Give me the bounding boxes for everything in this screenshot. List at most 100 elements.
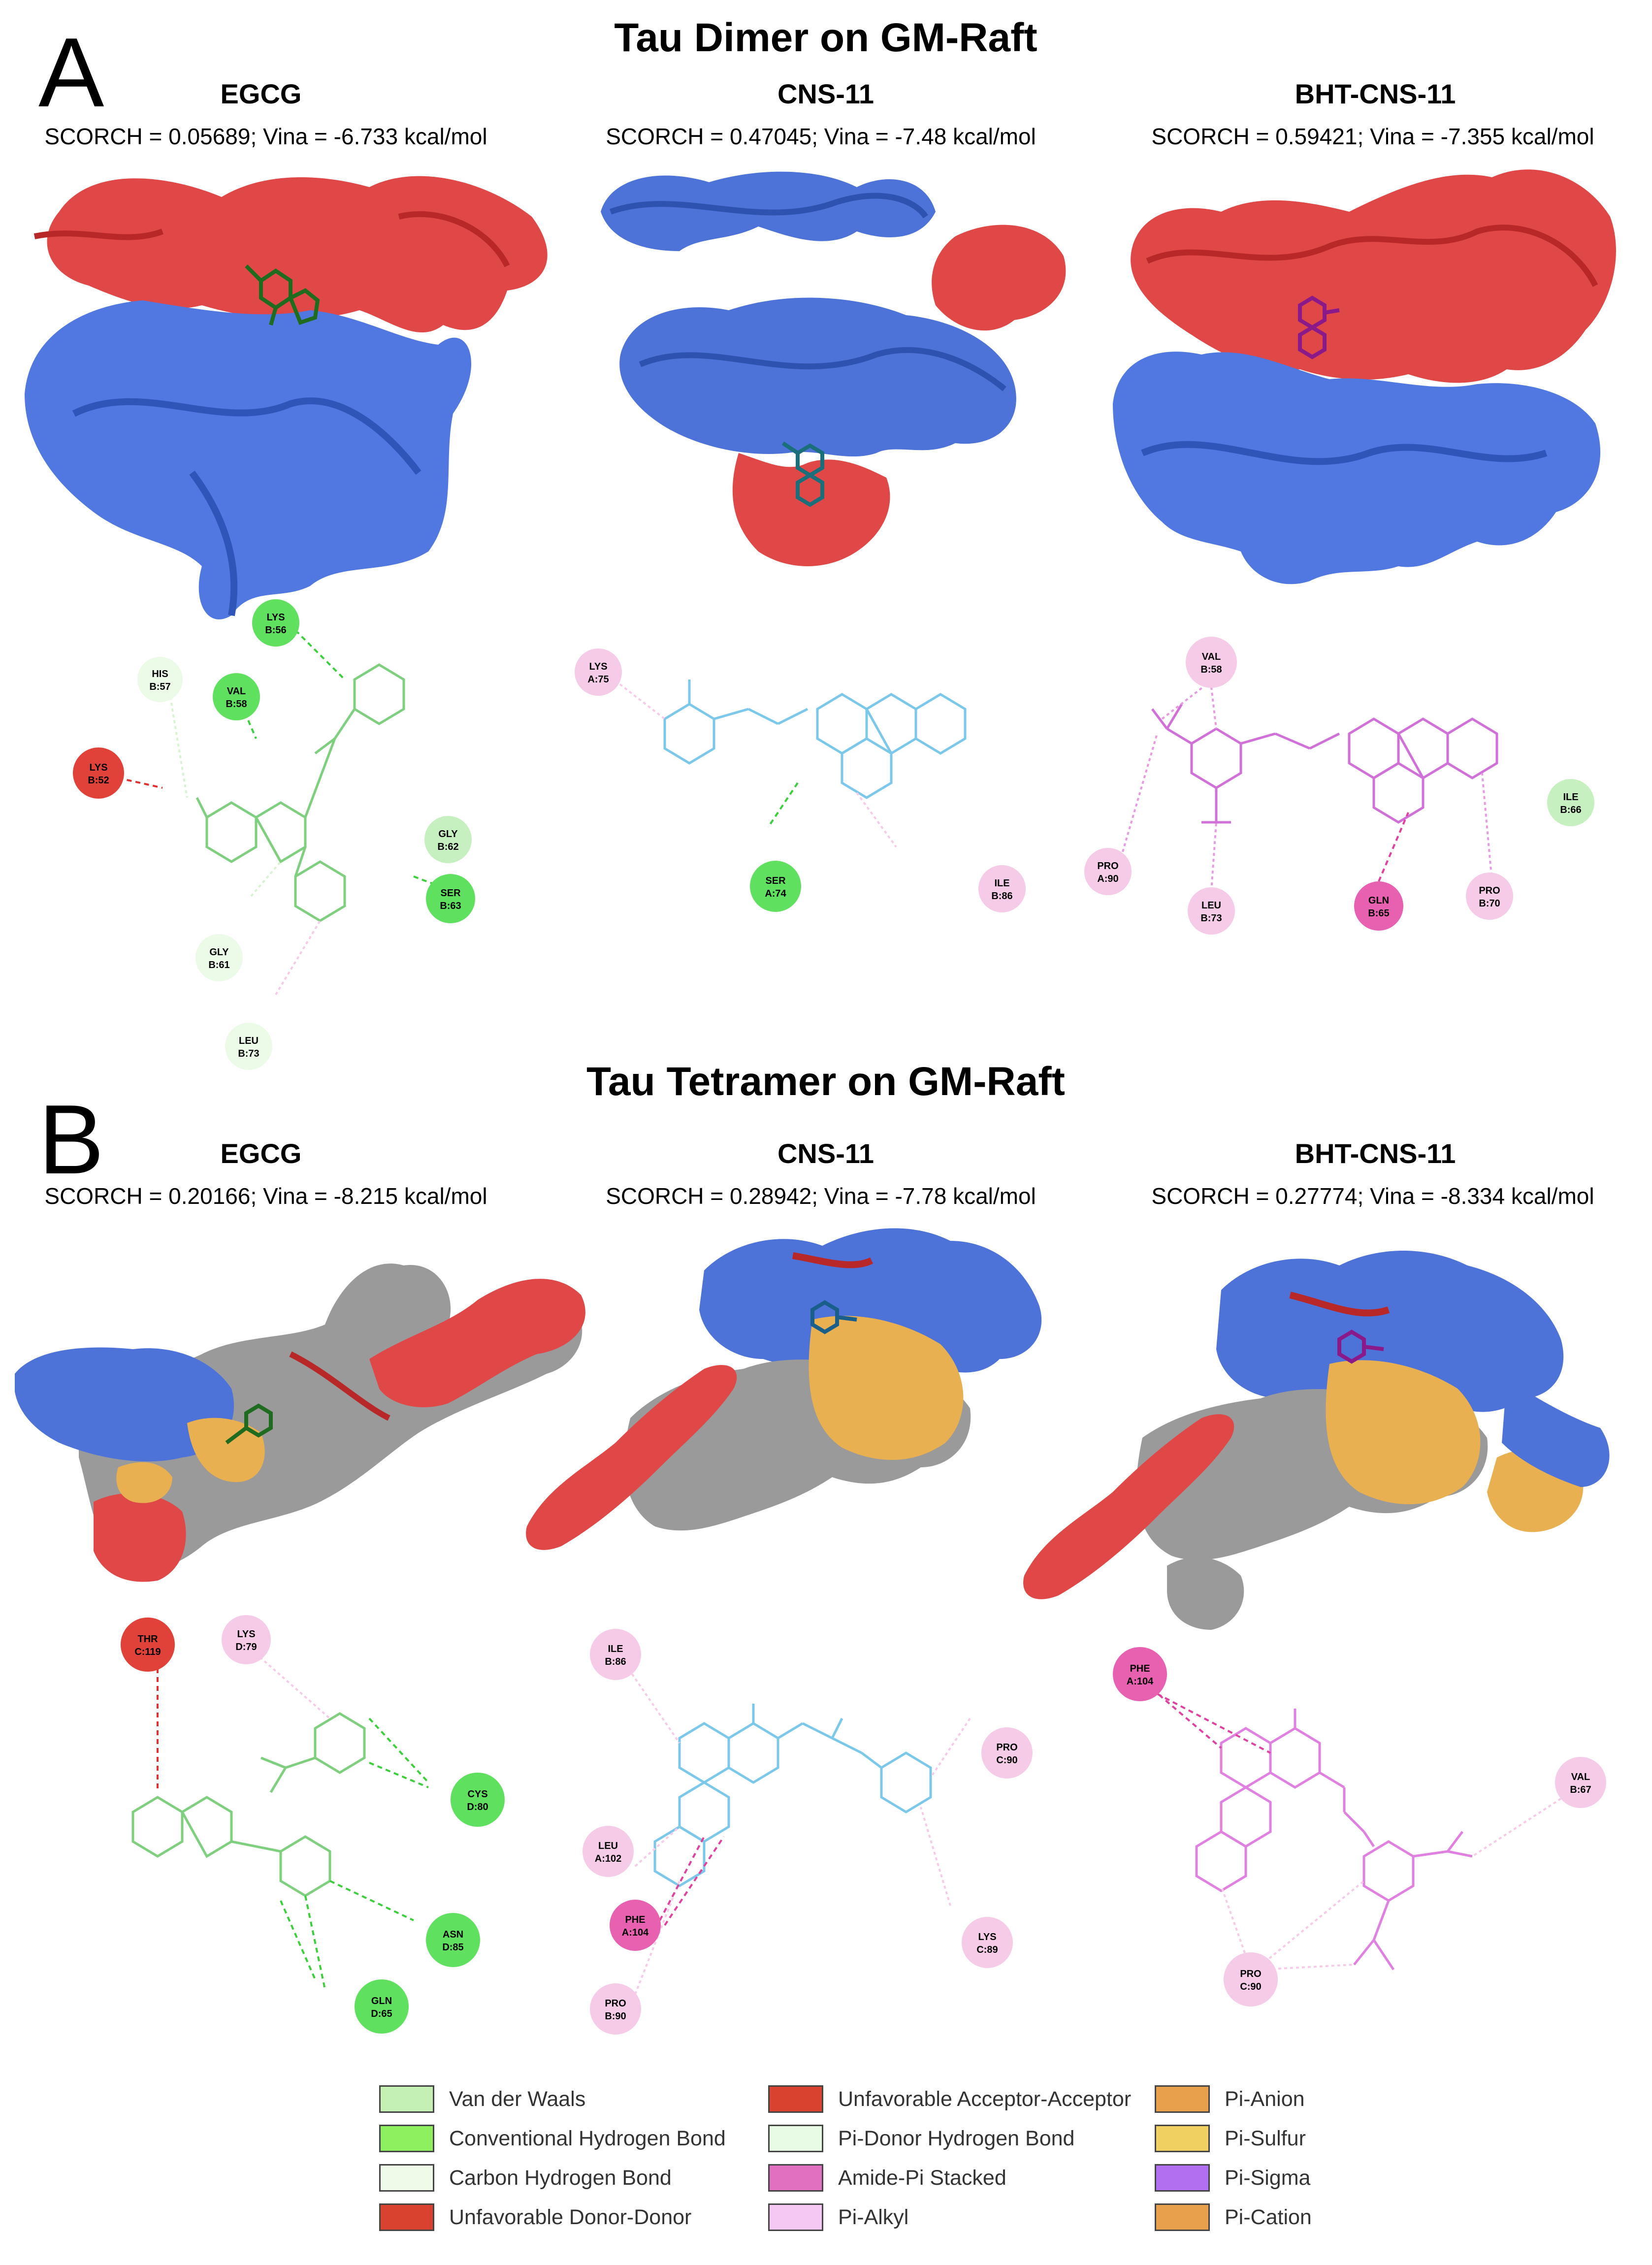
legend-label: Pi-Donor Hydrogen Bond [838,2126,1075,2150]
residue-label: PRO [996,1742,1017,1753]
legend-item: Unfavorable Acceptor-Acceptor [768,2084,1131,2114]
residue-chain: B:58 [1200,664,1222,675]
legend-swatch [379,2085,434,2113]
legend-swatch [768,2164,823,2192]
interaction-legend: Van der Waals Conventional Hydrogen Bond… [379,2084,1610,2246]
residue-chain: B:56 [265,625,286,636]
panel-b-cns11-protein-surface [517,1211,1098,1566]
legend-item: Pi-Alkyl [768,2202,908,2233]
panel-b-egcg-title: EGCG [220,1138,302,1169]
residue-chain: B:86 [991,891,1012,902]
residue-chain: A:75 [587,674,609,685]
residue-chain: B:73 [1200,913,1222,924]
panel-a-bhtcns11-metrics: SCORCH = 0.59421; Vina = -7.355 kcal/mol [1151,124,1594,149]
residue-chain: B:73 [238,1048,259,1059]
panel-b-egcg-protein-surface [15,1226,596,1605]
panel-a-egcg-interaction-diagram: LYS B:56 HIS B:57 VAL B:58 LYS B:52 GLY … [39,591,532,1083]
panel-b-cns11-title: CNS-11 [777,1138,875,1169]
residue-label: VAL [1202,651,1221,662]
residue-label: PRO [605,1998,626,2009]
legend-item: Unfavorable Donor-Donor [379,2202,691,2233]
residue-label: PRO [1097,861,1118,872]
residue-label: SER [440,888,461,899]
residue-label: PRO [1240,1969,1261,1979]
residue-label: GLY [438,829,458,840]
residue-label: THR [137,1634,158,1645]
residue-label: LYS [237,1629,255,1640]
residue-label: LYS [589,661,607,672]
residue-label: LEU [598,1841,618,1851]
legend-swatch [768,2085,823,2113]
legend-label: Pi-Alkyl [838,2205,909,2229]
legend-item: Pi-Cation [1155,2202,1312,2233]
residue-chain: D:65 [371,2008,392,2019]
residue-label: PHE [1130,1663,1150,1674]
residue-chain: B:70 [1479,898,1500,909]
panel-b-bhtcns11-interaction-diagram: PHE A:104 VAL B:67 PRO C:90 [1108,1625,1625,2058]
legend-swatch [1155,2164,1210,2192]
residue-label: LYS [89,762,107,773]
residue-chain: A:102 [595,1853,621,1864]
residue-chain: C:90 [996,1755,1017,1766]
panel-b-cns11-metrics: SCORCH = 0.28942; Vina = -7.78 kcal/mol [606,1183,1036,1209]
residue-chain: B:63 [440,901,461,911]
residue-label: LEU [1201,900,1221,911]
residue-label: ILE [1563,792,1578,803]
residue-chain: C:119 [134,1647,161,1657]
residue-label: PRO [1479,885,1500,896]
residue-label: ASN [443,1929,463,1940]
legend-item: Carbon Hydrogen Bond [379,2163,672,2193]
residue-chain: C:90 [1240,1981,1261,1992]
residue-label: PHE [625,1914,645,1925]
residue-chain: B:52 [88,775,109,786]
legend-item: Pi-Sulfur [1155,2123,1306,2154]
residue-chain: B:67 [1570,1784,1591,1795]
panel-a-cns11-metrics: SCORCH = 0.47045; Vina = -7.48 kcal/mol [606,124,1036,149]
panel-b-bhtcns11-metrics: SCORCH = 0.27774; Vina = -8.334 kcal/mol [1151,1183,1594,1209]
residue-label: LYS [978,1932,996,1942]
residue-label: HIS [152,669,168,680]
legend-swatch [1155,2085,1210,2113]
residue-label: CYS [467,1789,487,1800]
residue-label: LEU [239,1035,259,1046]
legend-item: Amide-Pi Stacked [768,2163,1006,2193]
legend-swatch [379,2164,434,2192]
panel-letter-a: A [38,18,104,128]
legend-swatch [379,2203,434,2231]
panel-a-bhtcns11-protein-surface [1103,148,1625,620]
legend-swatch [768,2125,823,2152]
legend-swatch [1155,2203,1210,2231]
panel-a-cns11-interaction-diagram: LYS A:75 SER A:74 ILE B:86 [542,635,1034,940]
legend-swatch [379,2125,434,2152]
legend-label: Carbon Hydrogen Bond [449,2166,672,2190]
panel-a-egcg-protein-surface [15,158,566,635]
panel-a-egcg-metrics: SCORCH = 0.05689; Vina = -6.733 kcal/mol [44,124,487,149]
legend-swatch [768,2203,823,2231]
residue-chain: A:104 [1127,1676,1154,1687]
legend-item: Pi-Anion [1155,2084,1305,2114]
residue-chain: D:79 [235,1642,257,1652]
legend-label: Pi-Sulfur [1225,2126,1306,2150]
legend-swatch [1155,2125,1210,2152]
residue-chain: B:65 [1368,908,1389,919]
legend-label: Unfavorable Donor-Donor [449,2205,692,2229]
panel-a-bhtcns11-interaction-diagram: VAL B:58 ILE B:66 PRO A:90 LEU B:73 GLN … [1064,606,1630,1000]
residue-chain: D:85 [442,1942,463,1953]
panel-a-cns11-title: CNS-11 [777,78,875,109]
panel-b-egcg-interaction-diagram: THR C:119 LYS D:79 CYS D:80 ASN D:85 GLN… [74,1605,542,2058]
legend-label: Conventional Hydrogen Bond [449,2126,726,2150]
panel-b-cns11-interaction-diagram: ILE B:86 PRO C:90 LEU A:102 PHE A:104 LY… [566,1620,1083,2053]
legend-label: Van der Waals [449,2087,586,2111]
legend-label: Pi-Cation [1225,2205,1312,2229]
residue-chain: B:90 [605,2011,626,2022]
panel-b-bhtcns11-title: BHT-CNS-11 [1295,1138,1456,1169]
residue-label: SER [765,875,786,886]
residue-chain: C:89 [976,1944,998,1955]
residue-label: GLN [1368,895,1389,906]
residue-chain: B:61 [208,960,229,971]
panel-a-egcg-title: EGCG [220,78,302,109]
residue-label: LYS [266,612,285,623]
legend-item: Conventional Hydrogen Bond [379,2123,726,2154]
legend-label: Amide-Pi Stacked [838,2166,1006,2190]
legend-label: Pi-Anion [1225,2087,1305,2111]
